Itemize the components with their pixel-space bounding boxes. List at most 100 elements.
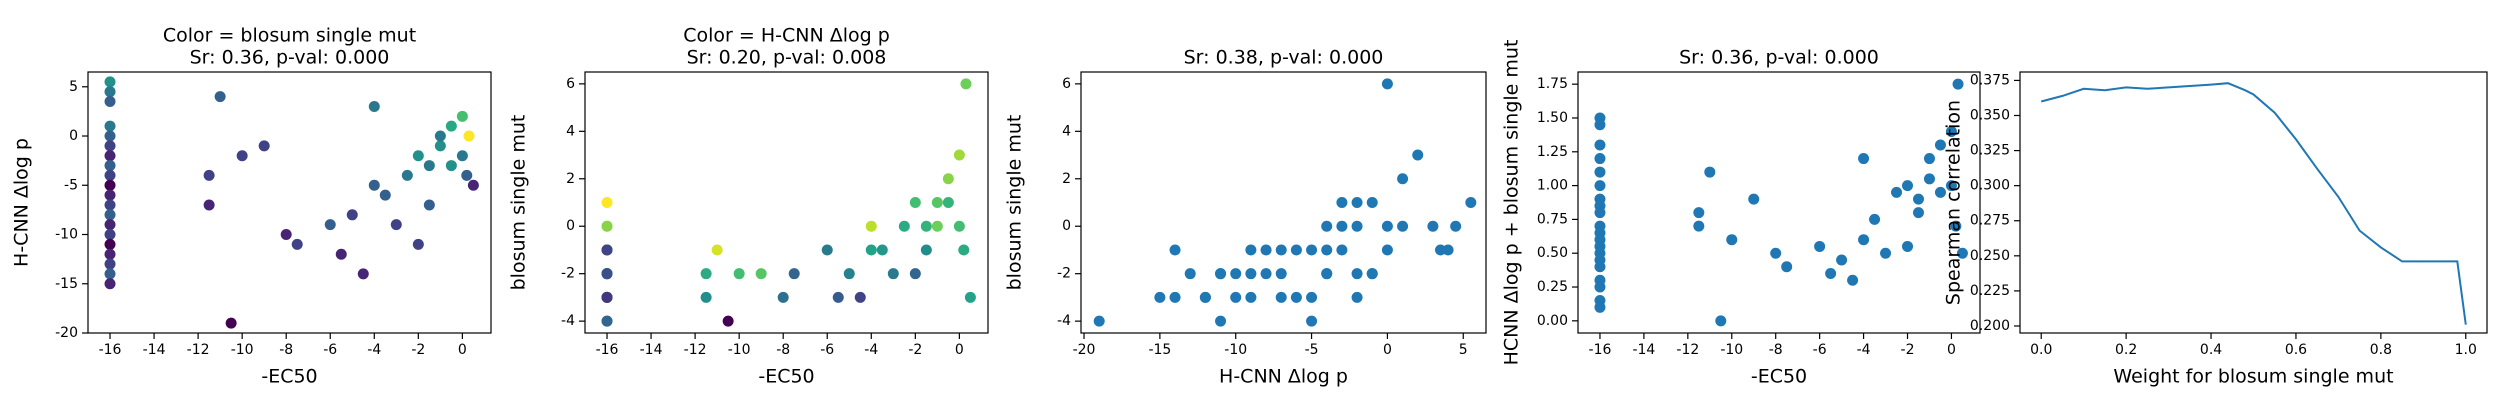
point: [368, 100, 380, 112]
point: [887, 268, 899, 280]
point: [1450, 220, 1462, 232]
point: [104, 130, 116, 142]
chart-title: Sr: 0.20, p-val: 0.008: [687, 47, 887, 69]
y-tick-label: 6: [566, 76, 575, 92]
point: [1434, 244, 1446, 256]
point: [1351, 291, 1363, 303]
point: [865, 244, 877, 256]
point: [214, 91, 226, 103]
point: [104, 248, 116, 260]
point: [104, 209, 116, 221]
point: [1397, 173, 1409, 185]
y-axis-label: Spearman correlation: [1943, 100, 1965, 305]
point: [434, 140, 446, 152]
point: [1594, 119, 1606, 131]
point: [1245, 268, 1257, 280]
point: [1306, 291, 1318, 303]
y-tick-label: 0: [69, 128, 78, 144]
point: [1693, 220, 1705, 232]
x-tick-label: -8: [1769, 342, 1783, 358]
y-tick-label: -2: [1057, 266, 1071, 282]
point: [1748, 193, 1760, 205]
point: [1215, 268, 1227, 280]
y-tick-label: 0.275: [1970, 213, 2010, 229]
x-tick-label: 0: [1947, 342, 1956, 358]
point: [953, 220, 965, 232]
point: [1923, 173, 1935, 185]
axes-frame: [2019, 71, 2488, 334]
x-tick-label: -12: [187, 342, 210, 358]
point: [700, 268, 712, 280]
x-tick-label: 0: [1383, 342, 1392, 358]
point: [931, 197, 943, 208]
y-tick-label: 2: [566, 171, 575, 187]
point: [335, 248, 347, 260]
x-tick-label: -6: [323, 342, 337, 358]
point: [1351, 197, 1363, 208]
point: [1199, 291, 1211, 303]
point: [964, 291, 976, 303]
y-tick-label: 0: [566, 218, 575, 234]
point: [445, 120, 457, 132]
point: [456, 110, 468, 122]
x-tick-label: -8: [776, 342, 790, 358]
axes-frame: [1080, 71, 1487, 334]
y-tick-label: 4: [566, 123, 575, 139]
x-axis-label: -EC50: [758, 366, 814, 388]
x-tick-label: 0.4: [2200, 342, 2222, 358]
point: [104, 238, 116, 250]
point: [1215, 315, 1227, 327]
x-tick-label: -2: [1901, 342, 1915, 358]
point: [412, 238, 424, 250]
point: [1169, 244, 1181, 256]
point: [463, 130, 475, 142]
y-tick-label: 0.75: [1537, 211, 1568, 227]
point: [1442, 244, 1454, 256]
point: [434, 130, 446, 142]
axes-frame: [1577, 71, 1981, 334]
point: [1427, 220, 1439, 232]
point: [1952, 78, 1964, 90]
point: [104, 169, 116, 181]
point: [1880, 247, 1892, 259]
point: [1366, 268, 1378, 280]
y-tick-label: -15: [55, 276, 78, 292]
point: [953, 149, 965, 161]
y-tick-label: 0.250: [1970, 248, 2010, 264]
point: [1950, 220, 1962, 232]
point: [1704, 166, 1716, 178]
y-tick-label: 1.75: [1537, 76, 1568, 92]
point: [467, 179, 479, 191]
x-tick-label: 0.8: [2370, 342, 2392, 358]
x-tick-label: 0: [458, 342, 467, 358]
point: [1934, 186, 1946, 198]
x-axis-label: -EC50: [1751, 366, 1807, 388]
point: [1594, 261, 1606, 273]
point: [700, 291, 712, 303]
point: [1594, 301, 1606, 313]
point: [788, 268, 800, 280]
x-tick-label: -16: [1589, 342, 1612, 358]
point: [920, 244, 932, 256]
point: [1945, 126, 1957, 138]
point: [1715, 315, 1727, 327]
point: [1366, 197, 1378, 208]
y-tick-label: 0.325: [1970, 143, 2010, 159]
x-tick-label: -5: [1305, 342, 1319, 358]
point: [324, 219, 336, 231]
axes-frame: [87, 71, 492, 334]
x-tick-label: -14: [1632, 342, 1655, 358]
point: [1230, 291, 1242, 303]
point: [104, 199, 116, 211]
point: [722, 315, 734, 327]
y-tick-label: 1.00: [1537, 178, 1568, 194]
y-axis-label: H-CNN Δlog p: [11, 138, 33, 267]
x-tick-label: -16: [99, 342, 122, 358]
y-tick-label: -20: [55, 325, 78, 341]
x-axis-label: -EC50: [261, 366, 317, 388]
point: [1891, 186, 1903, 198]
point: [203, 169, 215, 181]
point: [401, 169, 413, 181]
point: [104, 150, 116, 162]
point: [1945, 180, 1957, 192]
